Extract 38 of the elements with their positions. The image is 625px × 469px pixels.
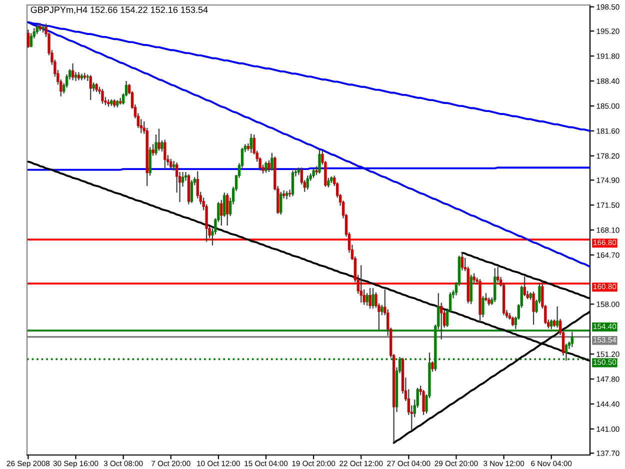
candlestick bbox=[306, 175, 309, 190]
candlestick bbox=[101, 88, 104, 104]
candlestick bbox=[27, 29, 30, 48]
candlestick bbox=[380, 304, 384, 316]
candlestick bbox=[220, 199, 223, 226]
candlestick bbox=[472, 272, 476, 284]
candlestick bbox=[264, 161, 268, 174]
candlestick bbox=[372, 287, 374, 310]
candlestick bbox=[250, 133, 252, 154]
candlestick bbox=[523, 276, 526, 297]
chart-title: GBPJPYm,H4 152.66 154.22 152.16 153.54 bbox=[30, 6, 208, 14]
candlestick bbox=[318, 148, 321, 174]
candlestick bbox=[327, 177, 330, 188]
candlestick bbox=[360, 264, 362, 304]
candlestick bbox=[482, 296, 484, 318]
candlestick bbox=[280, 191, 282, 216]
candlestick bbox=[270, 152, 274, 172]
candlestick bbox=[422, 389, 425, 416]
candlestick bbox=[158, 128, 160, 152]
candlestick bbox=[291, 170, 294, 197]
candlestick bbox=[268, 160, 270, 173]
candlestick bbox=[152, 144, 154, 156]
candlestick bbox=[366, 292, 368, 306]
candlestick bbox=[431, 360, 434, 372]
candlestick bbox=[89, 74, 92, 101]
candlestick bbox=[148, 146, 152, 176]
candlestick bbox=[71, 62, 74, 81]
candlestick bbox=[532, 291, 535, 326]
candlestick bbox=[164, 139, 166, 170]
candlestick bbox=[440, 302, 443, 340]
candlestick bbox=[496, 266, 500, 283]
candlestick bbox=[368, 287, 372, 310]
candlestick bbox=[160, 140, 164, 152]
candlestick bbox=[170, 158, 172, 169]
candlestick bbox=[494, 268, 496, 302]
candlestick bbox=[36, 23, 38, 35]
candlestick bbox=[226, 192, 229, 226]
candlestick bbox=[511, 316, 514, 327]
